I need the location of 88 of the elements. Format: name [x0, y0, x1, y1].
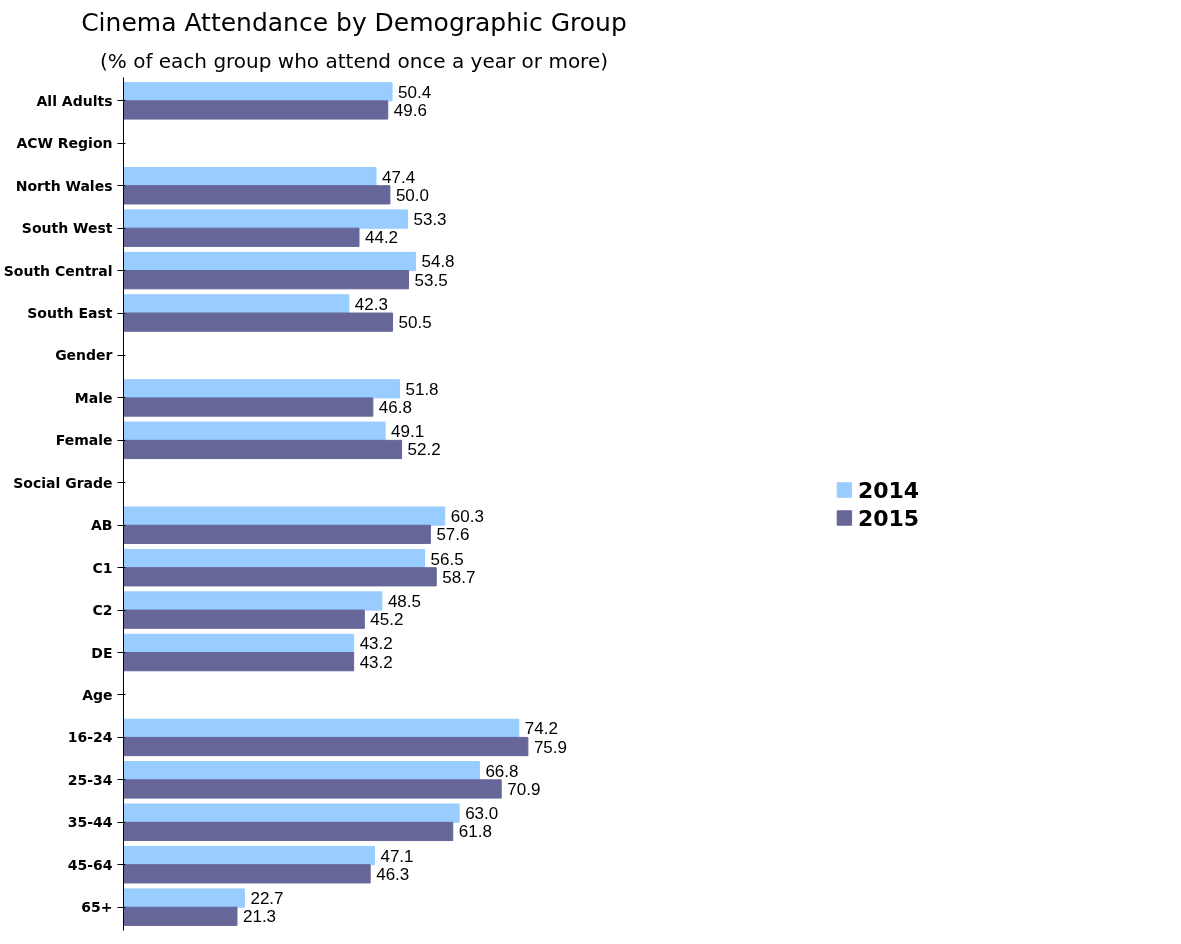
bar — [123, 845, 375, 866]
bar — [123, 397, 374, 417]
bar — [123, 633, 355, 654]
data-label: 46.8 — [378, 398, 412, 418]
bar — [123, 209, 408, 229]
y-tick-label: All Adults — [36, 92, 113, 109]
data-label: 50.5 — [398, 313, 432, 333]
bar — [123, 609, 365, 629]
y-tick-label: 16-24 — [67, 729, 113, 746]
data-label: 58.7 — [442, 567, 476, 587]
data-label: 52.2 — [407, 440, 441, 460]
data-label: 60.3 — [450, 507, 484, 527]
y-tick-label: Female — [55, 432, 113, 449]
data-label: 21.3 — [242, 907, 277, 927]
data-label: 54.8 — [421, 252, 455, 272]
bar — [123, 652, 355, 672]
y-tick-label: Gender — [55, 347, 113, 364]
bar — [123, 227, 360, 247]
y-tick-label: ACW Region — [16, 135, 113, 152]
data-label: 66.8 — [485, 761, 519, 781]
data-label: 43.2 — [359, 634, 393, 654]
y-tick-label: South Central — [3, 262, 113, 279]
bar — [123, 100, 389, 120]
bar — [123, 421, 386, 441]
bar — [123, 906, 238, 926]
data-label: 75.9 — [533, 737, 567, 757]
data-label: 61.8 — [458, 822, 492, 842]
data-label: 44.2 — [364, 228, 399, 248]
y-tick-label: North Wales — [15, 177, 113, 194]
y-tick-label: Social Grade — [13, 474, 113, 491]
data-label: 51.8 — [405, 379, 439, 399]
data-label: 46.3 — [376, 864, 410, 884]
bar — [123, 779, 502, 799]
bar — [123, 864, 371, 884]
bar — [123, 591, 383, 611]
data-label: 48.5 — [387, 591, 421, 611]
y-tick-label: AB — [90, 517, 113, 534]
data-label: 50.0 — [395, 185, 429, 205]
data-label: 47.4 — [382, 167, 416, 187]
bar — [123, 251, 416, 272]
y-tick-label: 25-34 — [67, 771, 113, 788]
data-label: 74.2 — [524, 719, 558, 739]
y-tick-label: South West — [21, 220, 113, 237]
y-tick-label: Age — [82, 686, 113, 703]
data-label: 63.0 — [465, 804, 499, 824]
bar — [123, 312, 394, 332]
data-label: 42.3 — [354, 294, 388, 314]
bar — [123, 379, 400, 399]
legend-label: 2014 — [857, 477, 920, 502]
bar — [123, 567, 437, 587]
data-label: 45.2 — [370, 610, 404, 630]
bar — [123, 718, 520, 738]
chart-title: Cinema Attendance by Demographic Group — [81, 7, 627, 37]
bar — [123, 888, 245, 908]
bar — [123, 803, 460, 823]
bar — [123, 506, 446, 526]
bar — [123, 294, 350, 314]
bar — [123, 82, 393, 102]
bar — [123, 185, 391, 205]
legend-label: 2015 — [857, 505, 920, 530]
y-tick-label: 35-44 — [67, 814, 113, 831]
y-tick-label: C2 — [92, 602, 113, 619]
y-tick-label: Male — [74, 389, 113, 406]
data-label: 49.6 — [393, 100, 427, 120]
data-label: 49.1 — [391, 422, 425, 442]
bar — [123, 166, 377, 187]
y-tick-label: 65+ — [81, 899, 113, 916]
chart-subtitle: (% of each group who attend once a year or more) — [99, 48, 609, 73]
data-label: 53.3 — [413, 210, 447, 230]
bar — [123, 821, 454, 842]
bar — [123, 270, 410, 290]
data-label: 56.5 — [430, 549, 464, 569]
bar — [123, 548, 426, 569]
y-tick-label: C1 — [92, 559, 113, 576]
data-label: 57.6 — [436, 525, 470, 545]
y-tick-label: South East — [27, 305, 113, 322]
bar — [123, 761, 480, 781]
data-label: 43.2 — [359, 652, 393, 672]
y-tick-label: 45-64 — [67, 856, 113, 873]
data-label: 22.7 — [250, 889, 284, 909]
bar — [123, 439, 403, 460]
y-tick-label: DE — [91, 644, 113, 661]
data-label: 47.1 — [380, 846, 414, 866]
bar — [123, 736, 529, 757]
data-label: 53.5 — [414, 270, 448, 290]
data-label: 70.9 — [507, 779, 541, 799]
bar — [123, 524, 431, 544]
data-label: 50.4 — [398, 82, 432, 102]
